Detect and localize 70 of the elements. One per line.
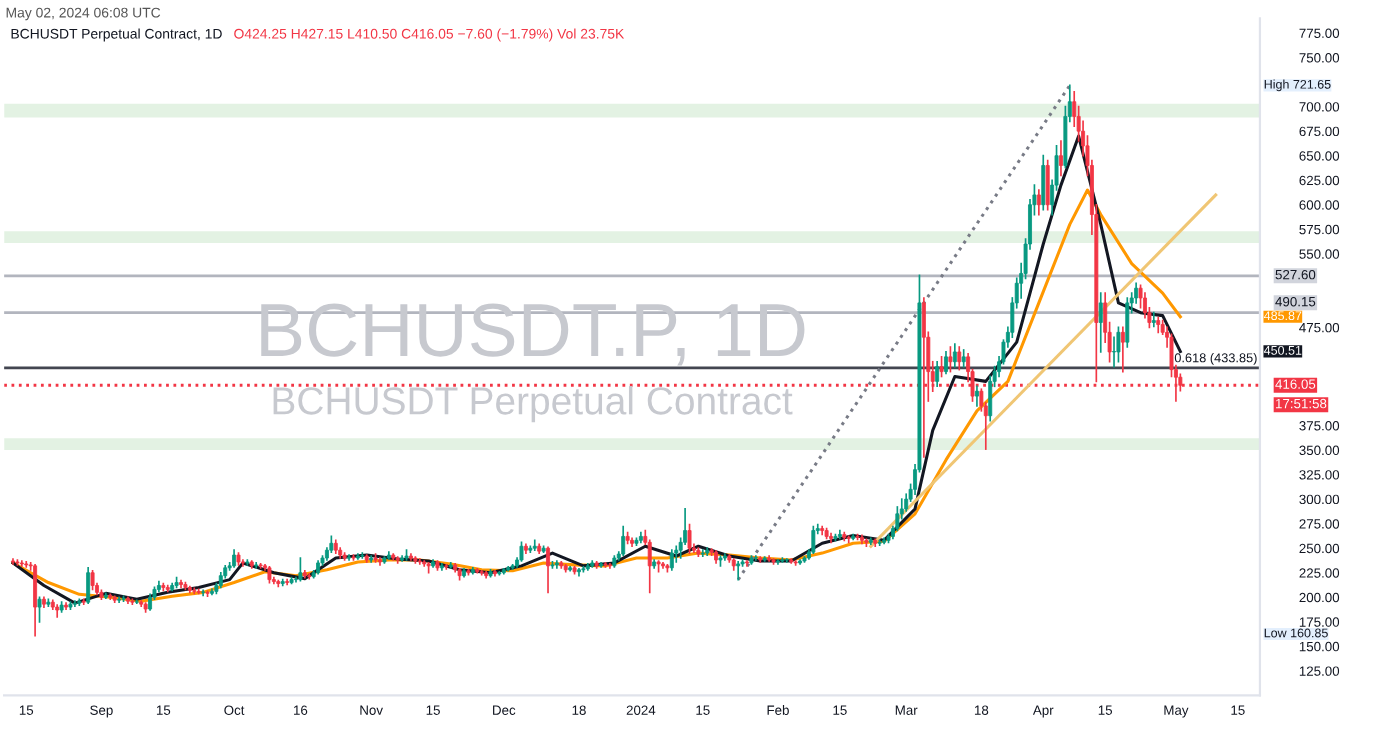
candlestick	[837, 529, 842, 540]
candlestick	[1120, 326, 1125, 373]
candlestick	[669, 549, 674, 571]
candlestick	[307, 572, 312, 580]
candlestick	[417, 558, 422, 565]
candlestick	[254, 562, 259, 569]
candlestick	[117, 596, 122, 604]
candlestick	[72, 600, 77, 607]
candlestick	[448, 562, 453, 569]
candlestick	[24, 561, 29, 568]
candlestick	[360, 552, 365, 559]
candlestick	[1098, 292, 1103, 353]
candlestick	[753, 555, 758, 561]
candlestick	[621, 525, 626, 556]
candlestick	[846, 535, 851, 544]
candlestick	[86, 566, 91, 604]
candlestick	[1041, 154, 1046, 211]
candlestick	[240, 559, 245, 567]
candlestick	[944, 351, 948, 375]
candlestick	[957, 346, 962, 371]
candlestick	[439, 563, 444, 571]
candlestick	[179, 579, 183, 589]
candlestick	[935, 360, 940, 388]
candlestick	[554, 560, 559, 569]
candlestick	[298, 557, 303, 582]
candlestick	[1125, 297, 1130, 348]
candlestick	[77, 598, 82, 606]
candlestick	[33, 564, 38, 637]
candlestick	[948, 346, 953, 373]
candlestick	[745, 560, 749, 567]
candlestick	[347, 554, 352, 561]
candlestick	[820, 525, 825, 536]
candlestick	[1058, 140, 1063, 177]
candlestick	[952, 343, 957, 368]
candlestick	[378, 557, 382, 566]
candlestick	[895, 506, 900, 532]
candlestick	[829, 532, 833, 544]
candlestick	[201, 589, 206, 597]
candlestick	[1116, 326, 1121, 363]
candlestick	[55, 604, 60, 618]
candlestick	[1045, 159, 1050, 211]
annotation: BCHUSDT.P, 1D	[261, 303, 805, 366]
candlestick	[11, 558, 15, 565]
candlestick	[19, 560, 24, 567]
candlestick	[1036, 189, 1041, 216]
candlestick	[479, 569, 484, 576]
candlestick	[974, 385, 979, 407]
candlestick	[939, 356, 944, 378]
candlestick	[444, 564, 449, 570]
candlestick	[546, 546, 550, 594]
candlestick	[192, 587, 197, 595]
candlestick	[90, 569, 95, 591]
annotation: BCHUSDT Perpetual Contract	[273, 386, 793, 423]
candlestick	[139, 600, 144, 607]
candlestick	[285, 578, 290, 586]
candlestick	[674, 545, 679, 563]
candlestick	[705, 547, 710, 556]
candlestick	[736, 561, 741, 581]
candlestick	[161, 582, 166, 592]
candlestick	[811, 525, 816, 554]
candlestick	[700, 549, 705, 557]
candlestick	[81, 598, 86, 605]
candlestick	[108, 593, 113, 601]
candlestick	[532, 539, 537, 552]
candlestick	[1151, 311, 1156, 328]
candlestick	[687, 523, 692, 554]
candlestick	[37, 596, 42, 623]
candlestick	[519, 541, 524, 562]
candlestick	[493, 569, 497, 577]
candlestick	[577, 567, 581, 577]
